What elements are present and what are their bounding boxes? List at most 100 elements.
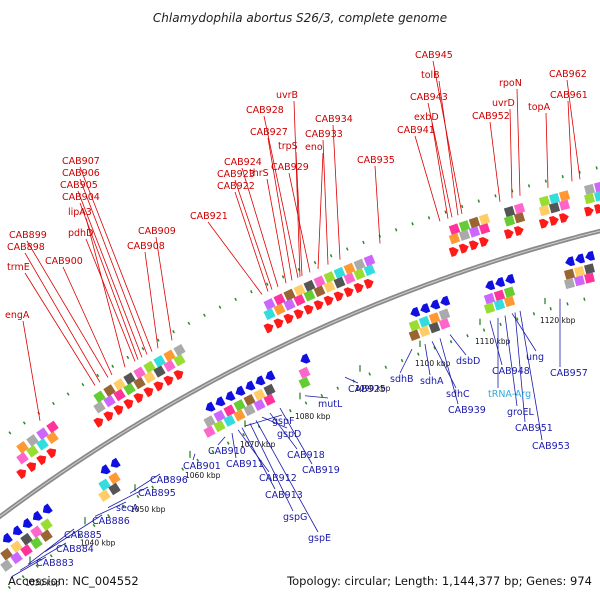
map-title: Chlamydophila abortus S26/3, complete ge… bbox=[153, 11, 447, 25]
leader-line bbox=[77, 190, 143, 358]
forward-cog-box bbox=[343, 272, 356, 285]
forward-cog-box bbox=[538, 195, 551, 207]
forward-gene-label: pdhD bbox=[68, 228, 93, 239]
forward-gene-label: CAB905 bbox=[60, 180, 98, 191]
forward-cog-box bbox=[343, 262, 356, 275]
reverse-cog-box bbox=[418, 325, 431, 338]
forward-gene-arrow bbox=[478, 237, 489, 247]
genome-backbone bbox=[0, 228, 600, 520]
reverse-gene-label: CAB896 bbox=[150, 475, 188, 486]
forward-gene-arrow bbox=[153, 381, 164, 392]
reverse-gene-label: CAB951 bbox=[515, 423, 553, 434]
reverse-gene-arrow bbox=[205, 401, 216, 412]
reverse-cog-box bbox=[428, 321, 441, 334]
forward-cog-box bbox=[103, 394, 116, 408]
reverse-cog-box bbox=[263, 393, 276, 406]
forward-gene-label: CAB962 bbox=[549, 69, 587, 80]
forward-gene-label: uvrB bbox=[276, 90, 298, 101]
forward-cog-box bbox=[113, 378, 126, 391]
forward-cog-box bbox=[173, 343, 186, 357]
leader-line bbox=[207, 221, 263, 295]
forward-cog-box bbox=[448, 232, 461, 245]
leader-line bbox=[414, 135, 441, 222]
tick-label: 1030 kbp bbox=[25, 579, 61, 588]
forward-cog-box bbox=[353, 258, 366, 271]
scale-ticks: 1030 kbp 1040 kbp 1050 kbp 1060 kbp 1070 kbp… bbox=[25, 297, 576, 588]
reverse-gene-label: CAB912 bbox=[259, 473, 297, 484]
forward-cog-box bbox=[113, 388, 126, 402]
leader-line bbox=[26, 240, 109, 378]
forward-cog-box bbox=[36, 427, 49, 440]
reverse-gene-arrow bbox=[235, 385, 246, 396]
forward-gene-arrow bbox=[538, 218, 549, 229]
forward-gene-label: CAB928 bbox=[246, 105, 284, 116]
forward-gene-label: CAB907 bbox=[62, 156, 100, 167]
leader-line bbox=[322, 139, 329, 265]
forward-cog-box bbox=[448, 223, 461, 235]
forward-cog-box bbox=[153, 365, 166, 378]
forward-cog-box bbox=[363, 264, 376, 277]
reverse-gene-label: sdhA bbox=[420, 376, 444, 387]
reverse-gene-label: CAB884 bbox=[56, 544, 94, 555]
forward-gene-label: CAB927 bbox=[250, 127, 288, 138]
forward-gene-label: tolB bbox=[421, 70, 440, 81]
forward-cog-box bbox=[123, 382, 136, 396]
forward-cog-box bbox=[594, 181, 600, 193]
reverse-cog-box bbox=[0, 547, 13, 561]
forward-gene-label: CAB941 bbox=[397, 125, 435, 136]
reverse-gene-label: gspF bbox=[272, 416, 294, 427]
forward-cog-box bbox=[594, 190, 600, 202]
reverse-cog-box bbox=[40, 529, 53, 542]
reverse-gene-label: secA bbox=[116, 503, 139, 514]
forward-cog-box bbox=[263, 308, 276, 321]
reverse-cog-box bbox=[40, 518, 53, 531]
forward-cog-box bbox=[513, 202, 526, 215]
reverse-gene-label: gspD bbox=[277, 429, 301, 440]
forward-cog-box bbox=[46, 420, 59, 434]
reverse-cog-box bbox=[223, 414, 236, 427]
forward-gene-label: CAB921 bbox=[190, 211, 228, 222]
forward-cog-box bbox=[584, 193, 595, 205]
reverse-gene-label: CAB886 bbox=[92, 516, 130, 527]
forward-cog-box bbox=[133, 376, 146, 390]
reverse-cog-box bbox=[30, 525, 43, 539]
forward-gene-label: CAB900 bbox=[45, 256, 83, 267]
forward-gene-arrow bbox=[503, 229, 514, 240]
leader-line bbox=[567, 100, 573, 182]
reverse-cog-box bbox=[573, 275, 586, 287]
reverse-cog-box bbox=[503, 286, 516, 298]
forward-gene-arrow bbox=[558, 213, 569, 224]
forward-gene-label: CAB943 bbox=[410, 92, 448, 103]
forward-cog-box bbox=[123, 372, 136, 385]
leader-line bbox=[79, 166, 153, 352]
reverse-gene-label: dsbD bbox=[456, 356, 480, 367]
forward-cog-box bbox=[333, 266, 346, 279]
reverse-gene-label: sdhC bbox=[446, 389, 470, 400]
reverse-cog-box bbox=[263, 383, 276, 396]
forward-gene-arrow bbox=[103, 411, 114, 422]
forward-cog-box bbox=[548, 202, 561, 214]
reverse-gene-label: CAB913 bbox=[265, 490, 303, 501]
forward-gene-label: CAB935 bbox=[357, 155, 395, 166]
reverse-gene-arrow bbox=[410, 306, 421, 317]
reverse-gene-arrow bbox=[32, 510, 43, 521]
reverse-gene-arrow bbox=[22, 518, 33, 528]
reverse-cog-box bbox=[30, 536, 43, 550]
forward-cog-box bbox=[163, 359, 176, 373]
forward-gene-label: CAB933 bbox=[305, 129, 343, 140]
forward-gene-label: CAB898 bbox=[7, 242, 45, 253]
forward-cog-box bbox=[303, 289, 316, 302]
forward-gene-arrow bbox=[313, 300, 324, 311]
reverse-gene-label: CAB885 bbox=[64, 530, 102, 541]
reverse-cog-box bbox=[243, 393, 256, 407]
reverse-gene-label: CAB911 bbox=[226, 459, 264, 470]
tick-label: 1090 kbp bbox=[355, 384, 391, 393]
leader-line bbox=[144, 251, 159, 349]
reverse-gene-label: CAB883 bbox=[36, 558, 74, 569]
reverse-cog-box bbox=[483, 302, 496, 314]
forward-cog-box bbox=[93, 390, 106, 403]
reverse-gene-arrow bbox=[575, 253, 586, 264]
reverse-cog-box bbox=[483, 292, 496, 305]
reverse-gene-label: CAB910 bbox=[208, 446, 246, 457]
